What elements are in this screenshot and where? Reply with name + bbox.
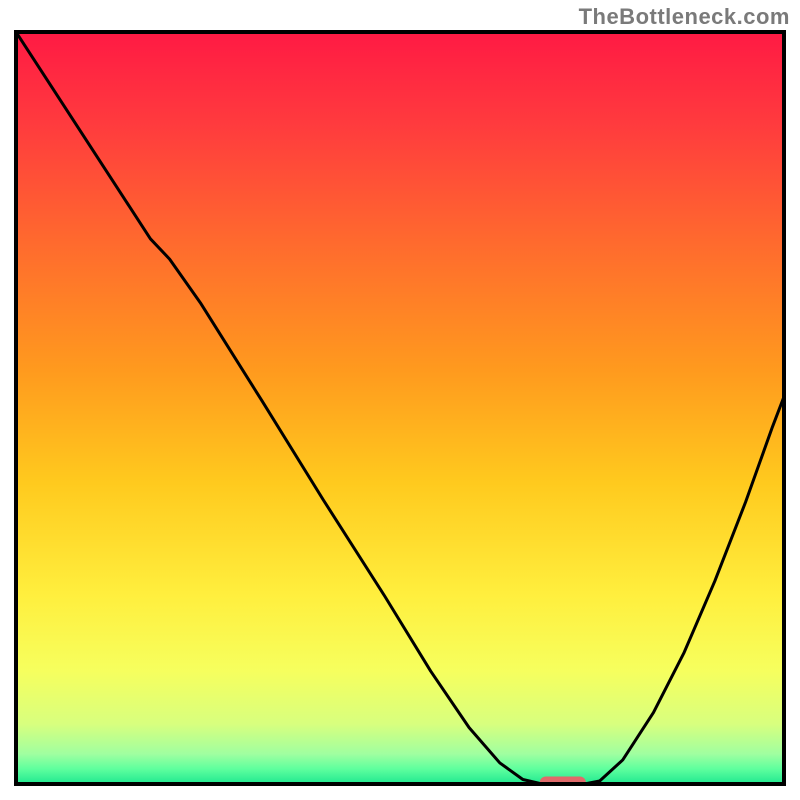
gradient-background bbox=[16, 32, 784, 784]
attribution-text: TheBottleneck.com bbox=[579, 4, 790, 30]
bottleneck-curve-chart bbox=[0, 0, 800, 800]
